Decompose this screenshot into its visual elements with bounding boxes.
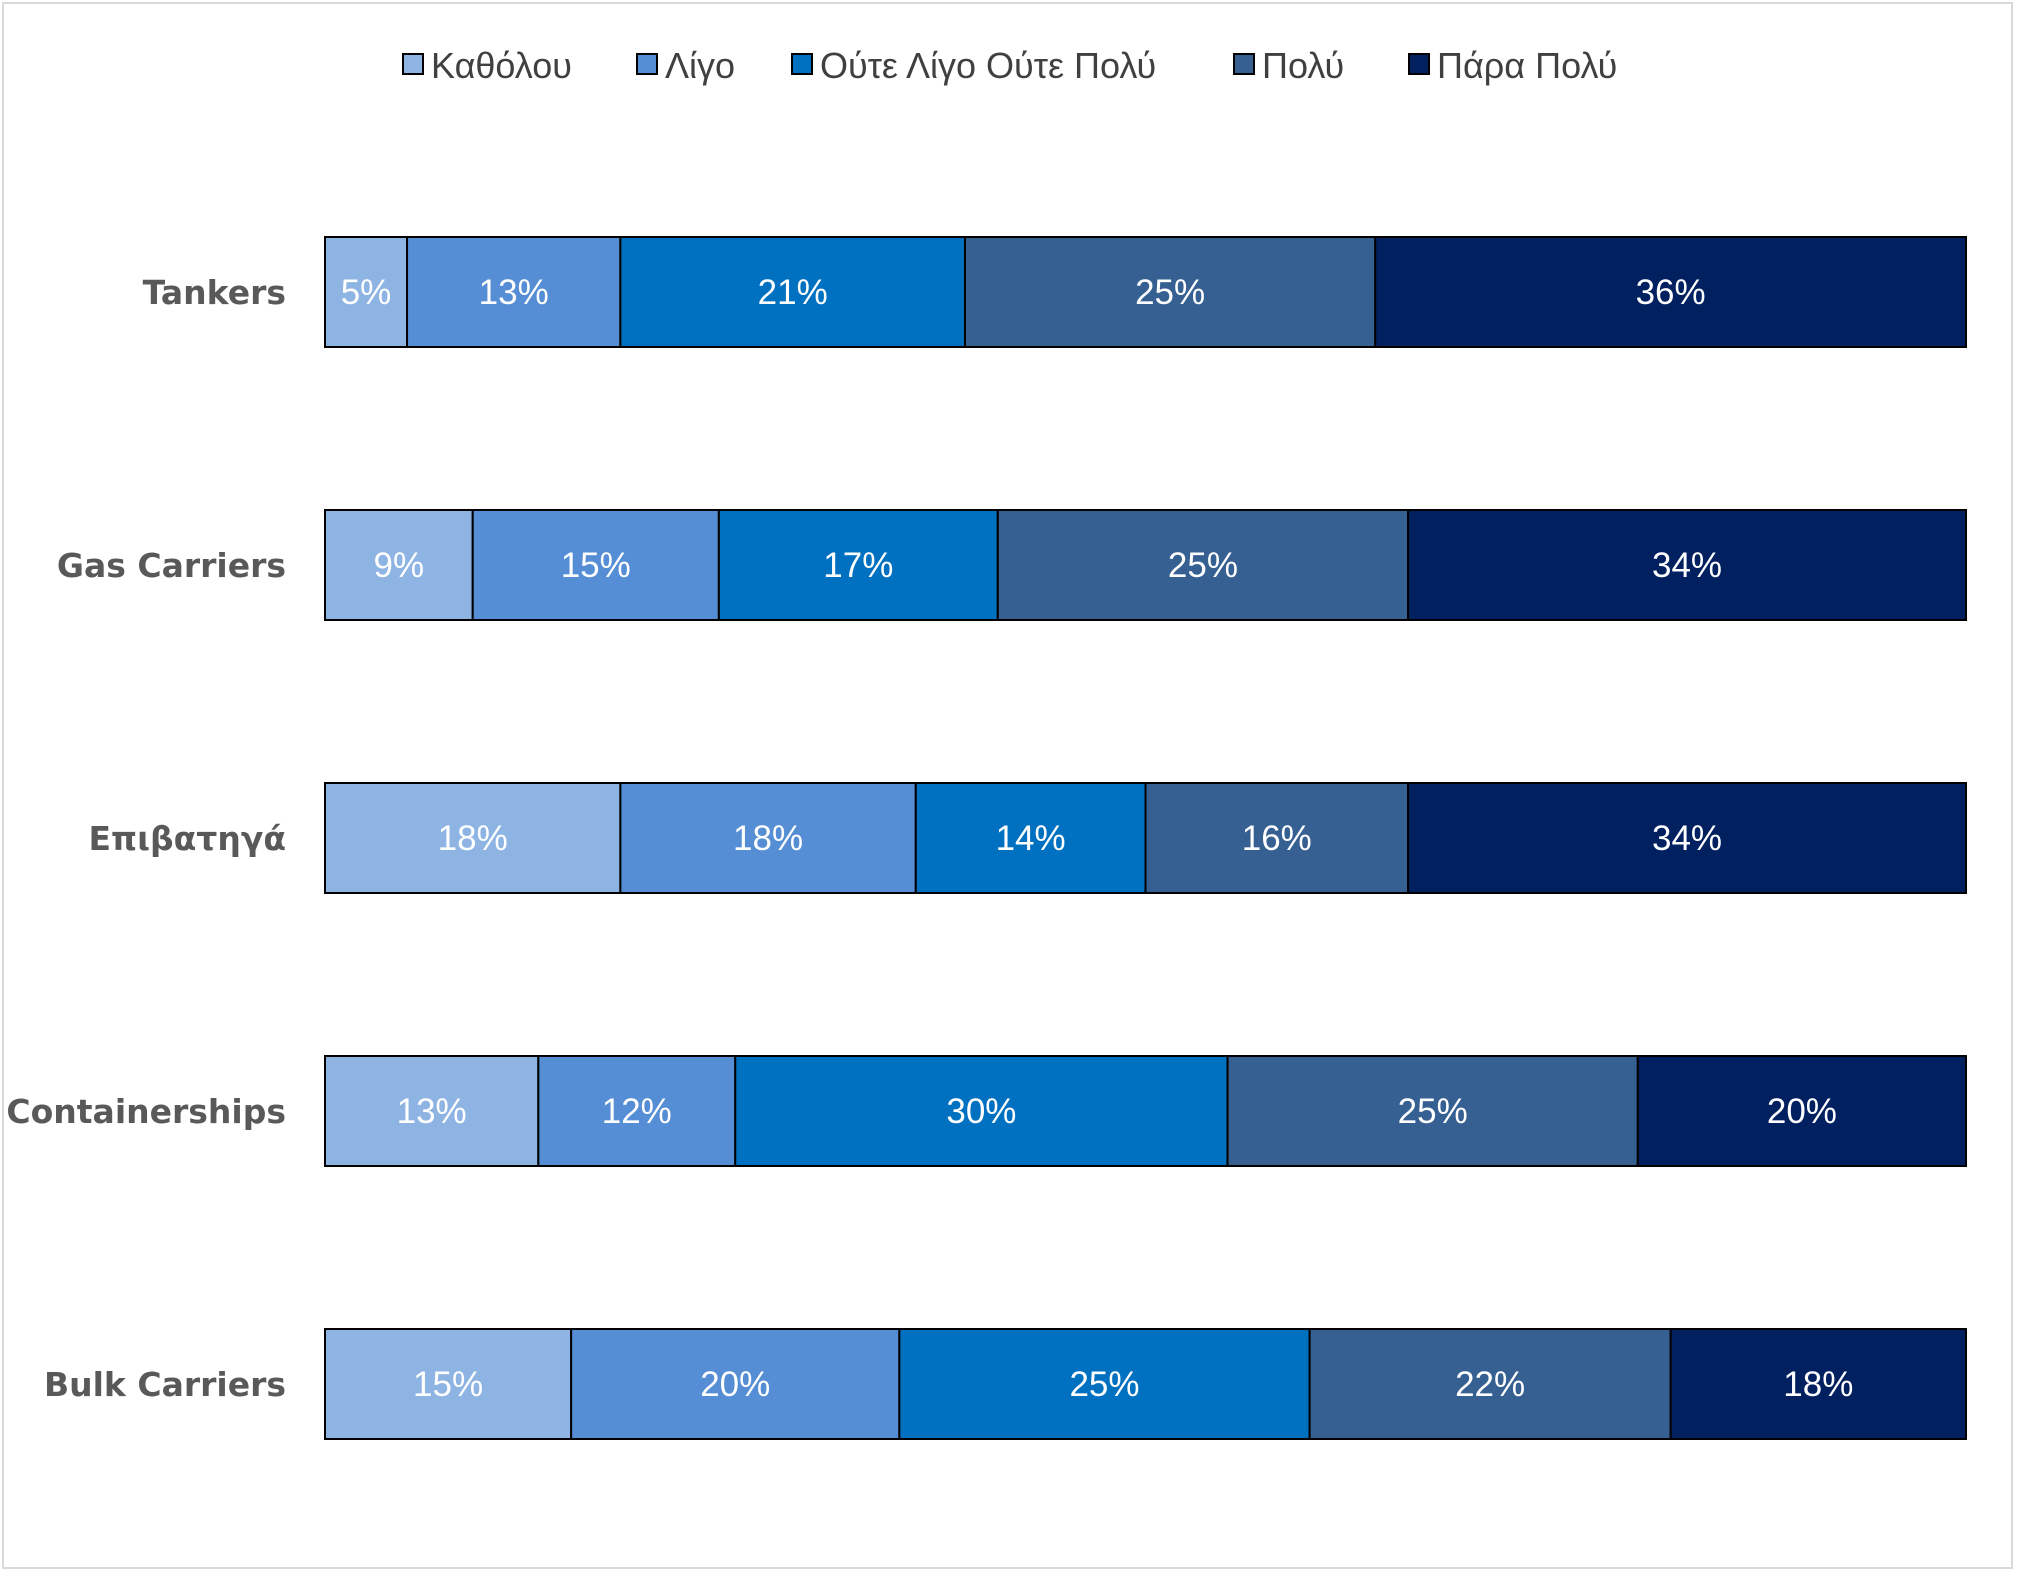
data-label-gas-carriers-1: 9% bbox=[374, 546, 425, 585]
bar-segment-bulk-carriers-2 bbox=[570, 1328, 901, 1440]
legend-label-4: Πολύ bbox=[1262, 45, 1344, 86]
data-label-gas-carriers-5: 34% bbox=[1652, 546, 1722, 585]
bar-segment-tankers-3 bbox=[619, 236, 966, 348]
data-label-containerships-5: 20% bbox=[1767, 1092, 1837, 1131]
legend-label-5: Πάρα Πολύ bbox=[1437, 45, 1617, 86]
data-label-tankers-3: 21% bbox=[758, 273, 828, 312]
chart-legend: Καθόλου Λίγο Ούτε Λίγο Ούτε Πολύ Πολύ Πάρα Π… bbox=[402, 45, 1617, 86]
bar-segment-tankers-4 bbox=[963, 236, 1377, 348]
legend-label-2: Λίγο bbox=[665, 45, 735, 86]
data-label-bulk-carriers-1: 15% bbox=[413, 1365, 483, 1404]
data-label-bulk-carriers-2: 20% bbox=[700, 1365, 770, 1404]
data-label-tankers-1: 5% bbox=[341, 273, 392, 312]
bar-segment-containerships-2 bbox=[537, 1055, 737, 1167]
bar-segment-containerships-5 bbox=[1636, 1055, 1968, 1167]
data-label-gas-carriers-4: 25% bbox=[1168, 546, 1238, 585]
data-label-bulk-carriers-4: 22% bbox=[1455, 1365, 1525, 1404]
bar-segment-gas-carriers-5 bbox=[1407, 509, 1968, 621]
bar-segment-tankers-5 bbox=[1374, 236, 1967, 348]
bar-segment-gas-carriers-3 bbox=[717, 509, 999, 621]
bar-segment-bulk-carriers-1 bbox=[324, 1328, 573, 1440]
bar-segment-επιβατηγά-3 bbox=[914, 782, 1147, 894]
legend-swatch-5 bbox=[1408, 53, 1430, 75]
category-axis-labels: Tankers Gas Carriers Επιβατηγά Containershi… bbox=[6, 273, 286, 1404]
data-label-bulk-carriers-5: 18% bbox=[1783, 1365, 1853, 1404]
bar-segment-tankers-2 bbox=[406, 236, 622, 348]
category-label-gas-carriers: Gas Carriers bbox=[57, 546, 286, 585]
legend-swatch-4 bbox=[1233, 53, 1255, 75]
data-label-gas-carriers-2: 15% bbox=[561, 546, 631, 585]
legend-swatch-3 bbox=[791, 53, 813, 75]
legend-label-1: Καθόλου bbox=[431, 45, 572, 86]
data-label-επιβατηγά-3: 14% bbox=[996, 819, 1066, 858]
legend-label-3: Ούτε Λίγο Ούτε Πολύ bbox=[820, 45, 1156, 86]
bar-segment-containerships-4 bbox=[1226, 1055, 1639, 1167]
bar-segment-containerships-1 bbox=[324, 1055, 540, 1167]
bar-segment-επιβατηγά-5 bbox=[1407, 782, 1968, 894]
data-label-containerships-3: 30% bbox=[946, 1092, 1016, 1131]
data-label-containerships-4: 25% bbox=[1398, 1092, 1468, 1131]
data-label-tankers-5: 36% bbox=[1636, 273, 1706, 312]
category-label-tankers: Tankers bbox=[143, 273, 286, 312]
data-label-bulk-carriers-3: 25% bbox=[1069, 1365, 1139, 1404]
bar-segment-bulk-carriers-5 bbox=[1669, 1328, 1967, 1440]
bar-segment-επιβατηγά-2 bbox=[619, 782, 917, 894]
bar-segment-gas-carriers-2 bbox=[471, 509, 720, 621]
data-label-tankers-4: 25% bbox=[1135, 273, 1205, 312]
plot-area: 5% 13% 21% 25% 36% 9% 15% 17% 25% 34% 18% 18% 14% 16%… bbox=[324, 236, 1968, 1440]
data-label-containerships-2: 12% bbox=[602, 1092, 672, 1131]
data-label-gas-carriers-3: 17% bbox=[823, 546, 893, 585]
category-label-επιβατηγά: Επιβατηγά bbox=[88, 819, 286, 858]
bar-segment-gas-carriers-4 bbox=[996, 509, 1410, 621]
data-label-επιβατηγά-5: 34% bbox=[1652, 819, 1722, 858]
legend-swatch-2 bbox=[636, 53, 658, 75]
data-label-επιβατηγά-1: 18% bbox=[438, 819, 508, 858]
data-label-containerships-1: 13% bbox=[397, 1092, 467, 1131]
data-label-επιβατηγά-2: 18% bbox=[733, 819, 803, 858]
legend-swatch-1 bbox=[402, 53, 424, 75]
category-label-containerships: Containerships bbox=[6, 1092, 286, 1131]
data-label-επιβατηγά-4: 16% bbox=[1242, 819, 1312, 858]
bar-segment-gas-carriers-1 bbox=[324, 509, 474, 621]
bar-segment-bulk-carriers-4 bbox=[1308, 1328, 1672, 1440]
bar-segment-containerships-3 bbox=[734, 1055, 1229, 1167]
bar-segment-tankers-1 bbox=[324, 236, 409, 348]
category-label-bulk-carriers: Bulk Carriers bbox=[44, 1365, 286, 1404]
bar-segment-επιβατηγά-1 bbox=[324, 782, 622, 894]
data-label-tankers-2: 13% bbox=[479, 273, 549, 312]
